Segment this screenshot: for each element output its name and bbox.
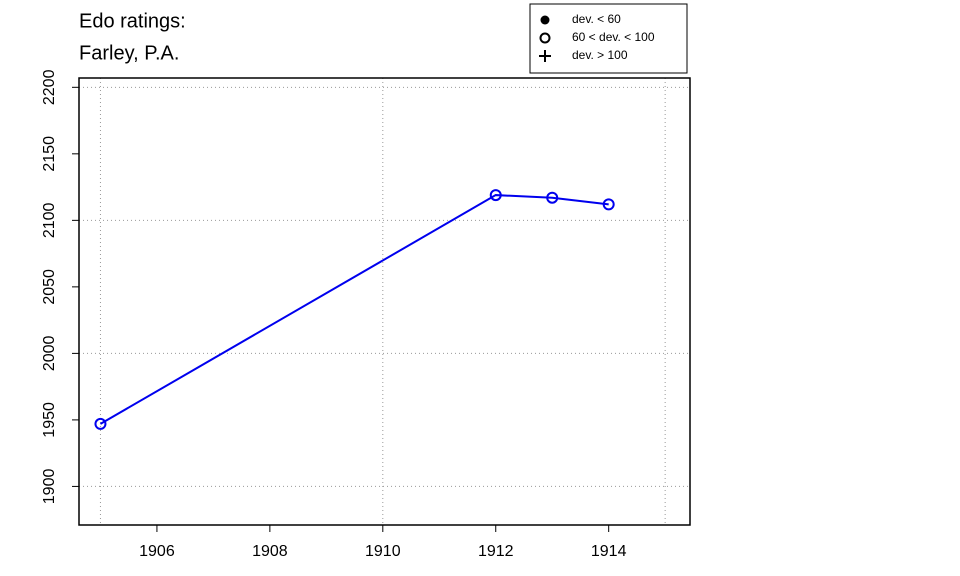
point (489, 189, 502, 202)
y-tick-label: 2000 (41, 335, 58, 371)
y-tick-label: 2100 (41, 202, 58, 238)
y-tick-label: 2150 (41, 136, 58, 172)
chart-title: Edo ratings: (79, 10, 186, 32)
x-tick-label: 1910 (365, 543, 401, 560)
legend-label: dev. < 60 (572, 12, 621, 26)
legend-label: 60 < dev. < 100 (572, 30, 655, 44)
y-tick-label: 2200 (41, 69, 58, 105)
legend-marker (539, 32, 551, 44)
chart-subtitle: Farley, P.A. (79, 42, 179, 64)
x-tick-label: 1908 (252, 543, 288, 560)
x-tick-label: 1912 (478, 543, 514, 560)
legend-box (529, 3, 688, 74)
y-tick-label: 2050 (41, 269, 58, 305)
y-tick-label: 1950 (41, 402, 58, 438)
plot-frame (78, 77, 691, 526)
point (94, 417, 107, 430)
line (99, 194, 609, 425)
x-tick-label: 1914 (591, 543, 627, 560)
point (546, 191, 559, 204)
y-tick-label: 1900 (41, 469, 58, 505)
x-tick-label: 1906 (139, 543, 175, 560)
legend-marker (540, 15, 550, 25)
point (602, 198, 615, 211)
legend-label: dev. > 100 (572, 48, 628, 62)
